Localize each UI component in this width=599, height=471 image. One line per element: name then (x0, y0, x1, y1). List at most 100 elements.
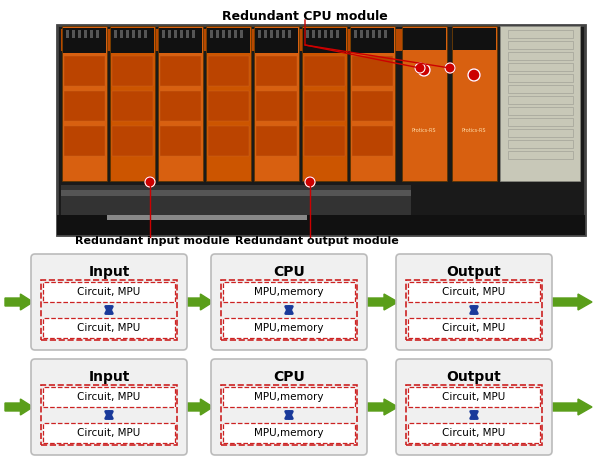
Bar (508, 74, 573, 82)
Bar (352, 91, 393, 121)
Bar (408, 387, 540, 407)
Bar (144, 30, 147, 38)
Polygon shape (185, 399, 213, 415)
Bar (112, 56, 153, 86)
Bar (304, 91, 345, 121)
Text: Output: Output (447, 265, 501, 279)
Text: Output: Output (447, 370, 501, 384)
Text: MPU,memory: MPU,memory (254, 428, 323, 438)
FancyBboxPatch shape (396, 359, 552, 455)
Bar (112, 56, 153, 86)
Bar (160, 91, 201, 121)
Polygon shape (550, 294, 592, 310)
Bar (160, 126, 201, 156)
Bar (57, 25, 585, 235)
FancyBboxPatch shape (31, 254, 187, 350)
Bar (223, 387, 355, 407)
Bar (43, 282, 175, 302)
Bar (378, 30, 381, 38)
Bar (372, 30, 375, 38)
Bar (61, 190, 411, 196)
Bar (208, 126, 249, 156)
Bar (221, 280, 357, 340)
FancyBboxPatch shape (31, 359, 187, 455)
Bar (72, 30, 75, 38)
Bar (256, 56, 297, 86)
Bar (352, 126, 393, 156)
Bar (408, 318, 540, 338)
Bar (64, 91, 105, 121)
FancyBboxPatch shape (396, 254, 552, 350)
Bar (302, 26, 347, 181)
Bar (453, 28, 496, 50)
Bar (64, 56, 105, 86)
Bar (508, 52, 573, 60)
Bar (304, 56, 345, 86)
Circle shape (418, 64, 430, 76)
Bar (64, 126, 105, 156)
Bar (330, 30, 333, 38)
Bar (406, 385, 542, 445)
Bar (228, 30, 231, 38)
Bar (264, 30, 267, 38)
Bar (288, 30, 291, 38)
Bar (112, 91, 153, 121)
Bar (223, 423, 355, 443)
Text: Redundant input module: Redundant input module (75, 236, 229, 246)
Bar (64, 56, 105, 86)
Bar (254, 26, 299, 181)
Bar (207, 28, 250, 53)
Bar (160, 56, 201, 86)
Text: Redundant CPU module: Redundant CPU module (222, 10, 388, 23)
Bar (256, 56, 297, 86)
Bar (324, 30, 327, 38)
Bar (112, 126, 153, 156)
Bar (160, 91, 201, 121)
Bar (508, 41, 573, 49)
Bar (120, 30, 123, 38)
Bar (304, 91, 345, 121)
Bar (138, 30, 141, 38)
Bar (508, 129, 573, 137)
Bar (282, 30, 285, 38)
Text: Input: Input (88, 265, 130, 279)
Bar (352, 56, 393, 86)
Bar (256, 91, 297, 121)
Bar (304, 56, 345, 86)
Bar (350, 26, 395, 181)
Bar (384, 30, 387, 38)
Bar (174, 30, 177, 38)
Circle shape (305, 177, 315, 187)
Bar (256, 126, 297, 156)
Text: Circuit, MPU: Circuit, MPU (443, 428, 506, 438)
Bar (132, 30, 135, 38)
Circle shape (468, 69, 480, 81)
Polygon shape (550, 399, 592, 415)
Bar (43, 423, 175, 443)
Bar (208, 56, 249, 86)
Text: Input: Input (88, 370, 130, 384)
Bar (158, 26, 203, 181)
Text: Protics-RS: Protics-RS (412, 128, 436, 132)
Bar (508, 96, 573, 104)
Bar (508, 63, 573, 71)
Bar (336, 30, 339, 38)
Text: Redundant output module: Redundant output module (235, 236, 399, 246)
Text: Circuit, MPU: Circuit, MPU (77, 392, 141, 402)
Bar (223, 318, 355, 338)
Bar (351, 28, 394, 53)
Bar (41, 385, 177, 445)
Bar (408, 282, 540, 302)
Bar (508, 140, 573, 148)
Bar (352, 126, 393, 156)
Bar (111, 28, 154, 53)
Bar (208, 91, 249, 121)
Bar (180, 30, 183, 38)
Bar (222, 30, 225, 38)
Bar (112, 91, 153, 121)
Bar (354, 30, 357, 38)
FancyBboxPatch shape (211, 254, 367, 350)
Polygon shape (365, 399, 398, 415)
Bar (318, 30, 321, 38)
Bar (508, 151, 573, 159)
